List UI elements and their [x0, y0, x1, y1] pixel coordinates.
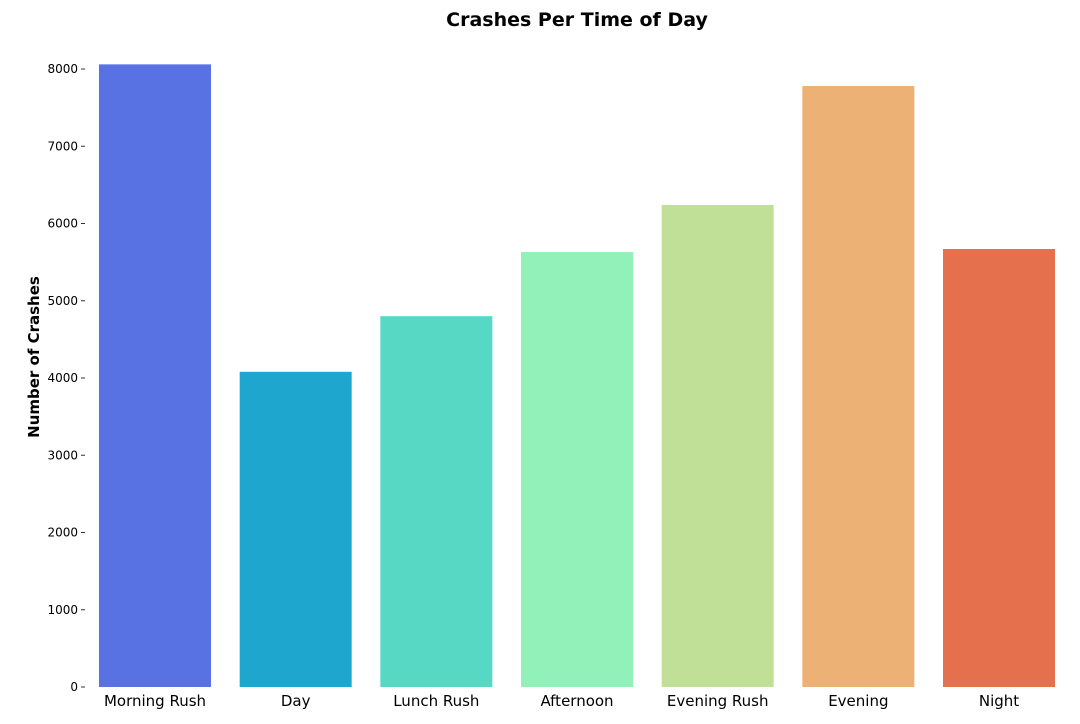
- y-tick-label: 1000: [47, 603, 78, 617]
- bar-lunch-rush: [380, 316, 493, 687]
- chart-title: Crashes Per Time of Day: [446, 9, 708, 31]
- bar-night: [943, 248, 1056, 687]
- y-axis-ticks: 0 1000 2000 3000 4000 5000 6000 7000 8000: [47, 62, 85, 694]
- y-tick-label: 8000: [47, 62, 78, 76]
- y-tick-label: 3000: [47, 448, 78, 462]
- x-tick-label: Lunch Rush: [393, 692, 479, 710]
- bar-day: [239, 371, 352, 687]
- bar-evening-rush: [661, 204, 774, 687]
- x-tick-label: Morning Rush: [104, 692, 206, 710]
- x-tick-label: Night: [979, 692, 1019, 710]
- bar-evening: [802, 85, 915, 688]
- x-tick-label: Day: [281, 692, 311, 710]
- x-tick-label: Afternoon: [540, 692, 613, 710]
- y-tick-label: 2000: [47, 526, 78, 540]
- y-tick-label: 5000: [47, 294, 78, 308]
- y-tick-label: 4000: [47, 371, 78, 385]
- y-tick-label: 0: [70, 680, 78, 694]
- y-tick-label: 7000: [47, 139, 78, 153]
- x-tick-label: Evening: [828, 692, 888, 710]
- y-tick-label: 6000: [47, 217, 78, 231]
- x-axis-ticks: Morning Rush Day Lunch Rush Afternoon Evenin…: [104, 692, 1019, 710]
- x-tick-label: Evening Rush: [667, 692, 769, 710]
- bar-afternoon: [521, 252, 634, 687]
- bars-group: [99, 64, 1056, 688]
- y-axis-label: Number of Crashes: [25, 276, 43, 438]
- bar-morning-rush: [99, 64, 211, 688]
